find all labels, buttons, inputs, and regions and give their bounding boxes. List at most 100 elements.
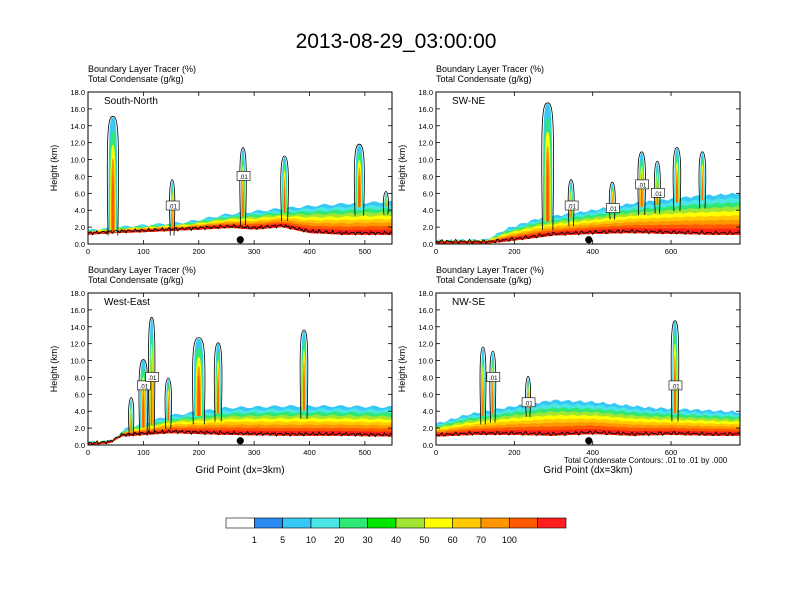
x-tick-label: 600 [665, 247, 678, 256]
plot-frame [87, 292, 393, 446]
tracer-plume [217, 377, 219, 414]
condensate-contour [106, 115, 119, 236]
condensate-contour [138, 359, 149, 437]
x-tick-label: 500 [359, 247, 372, 256]
panel-header-line: Boundary Layer Tracer (%) [436, 265, 544, 275]
condensate-contour [653, 160, 661, 214]
tracer-plume [482, 380, 484, 417]
x-tick-label: 200 [508, 448, 521, 457]
contour-label-box [564, 200, 579, 211]
y-tick-label: 18.0 [418, 88, 433, 97]
y-tick-label: 8.0 [423, 373, 433, 382]
x-axis-label: Grid Point (dx=3km) [195, 465, 284, 476]
colorbar-label: 60 [448, 535, 458, 545]
x-tick-label: 100 [137, 448, 150, 457]
contour-label: .01 [654, 192, 663, 198]
panel-label: SW-NE [452, 96, 485, 107]
y-tick-label: 12.0 [418, 340, 433, 349]
contour-label: .01 [638, 183, 647, 189]
plot-area: .01.01 [88, 115, 392, 236]
y-tick-label: 16.0 [70, 105, 85, 114]
x-tick-label: 0 [86, 448, 90, 457]
plot-frame [435, 292, 741, 446]
y-tick-label: 18.0 [70, 88, 85, 97]
colorbar-swatch [254, 517, 283, 529]
y-tick-label: 4.0 [423, 206, 433, 215]
y-tick-label: 14.0 [70, 122, 85, 131]
panel-header-line: Total Condensate (g/kg) [436, 275, 532, 285]
y-tick-label: 2.0 [423, 223, 433, 232]
contour-label-box [486, 372, 501, 382]
y-tick-label: 12.0 [70, 340, 85, 349]
tracer-plume [303, 369, 305, 411]
y-tick-label: 14.0 [418, 122, 433, 131]
contour-label: .01 [148, 376, 157, 382]
panel-nw-se: Boundary Layer Tracer (%)Total Condensat… [397, 265, 741, 476]
colorbar-swatch [225, 517, 255, 529]
x-tick-label: 200 [192, 448, 205, 457]
colorbar: 1 5 10 20 30 40 50 60 70 100 [225, 517, 567, 545]
x-tick-label: 0 [434, 448, 438, 457]
condensate-contour [192, 337, 206, 425]
condensate-contour [525, 376, 532, 417]
contour-label: .01 [140, 384, 149, 390]
x-axis-label: Grid Point (dx=3km) [543, 465, 632, 476]
condensate-contour [148, 316, 156, 434]
condensate-contour [672, 147, 682, 211]
colorbar-swatch [452, 517, 482, 529]
contour-label: .01 [239, 175, 248, 181]
condensate-contour [299, 329, 309, 419]
panel-label: South-North [104, 96, 158, 107]
colorbar-swatch [424, 517, 453, 529]
panel-label: West-East [104, 297, 150, 308]
x-tick-label: 600 [665, 448, 678, 457]
condensate-contour [698, 151, 707, 209]
panel-header-line: Total Condensate (g/kg) [436, 74, 532, 84]
tracer-plume [701, 175, 704, 201]
panel-label: NW-SE [452, 297, 485, 308]
plot-area: .01 .01 .01 .01 [436, 102, 740, 244]
y-axis-label: Height (km) [397, 346, 407, 393]
tracer-plume [546, 160, 549, 222]
y-tick-label: 12.0 [70, 139, 85, 148]
y-tick-label: 14.0 [418, 323, 433, 332]
tracer-plume [197, 375, 201, 416]
contour-label-box [137, 380, 151, 391]
x-tick-label: 200 [508, 247, 521, 256]
y-tick-label: 10.0 [70, 357, 85, 366]
tracer-plume [640, 178, 643, 207]
colorbar-swatch [339, 517, 368, 529]
panel-header-line: Total Condensate (g/kg) [88, 275, 184, 285]
x-tick-label: 400 [303, 448, 316, 457]
colorbar-label: 100 [502, 535, 517, 545]
plot-area: .01.01 [88, 316, 392, 445]
y-tick-label: 4.0 [75, 407, 85, 416]
contour-label-box [635, 179, 649, 190]
panel-header-line: Boundary Layer Tracer (%) [88, 265, 196, 275]
colorbar-label: 40 [391, 535, 401, 545]
y-tick-label: 14.0 [70, 323, 85, 332]
location-marker [585, 236, 593, 244]
y-tick-label: 12.0 [418, 139, 433, 148]
y-tick-label: 4.0 [75, 206, 85, 215]
y-tick-label: 16.0 [70, 306, 85, 315]
colorbar-swatch [310, 517, 340, 529]
tracer-plume [151, 369, 153, 426]
contour-label-box [651, 188, 665, 198]
condensate-contour [213, 342, 223, 422]
contour-label: .01 [567, 205, 576, 211]
condensate-contour [128, 397, 135, 437]
tracer-plume [242, 181, 244, 217]
tracer-plume [142, 392, 145, 428]
condensate-contour [479, 346, 487, 425]
tracer-plume [676, 174, 678, 203]
condensate-contour [382, 191, 389, 215]
location-marker [236, 236, 244, 244]
plot-area: .01 .01 .01 [436, 320, 740, 437]
tracer-plume [358, 174, 361, 208]
contour-label-box [236, 171, 251, 181]
tracer-plume [111, 172, 115, 233]
plot-frame [87, 91, 393, 245]
condensate-contour [164, 377, 172, 429]
